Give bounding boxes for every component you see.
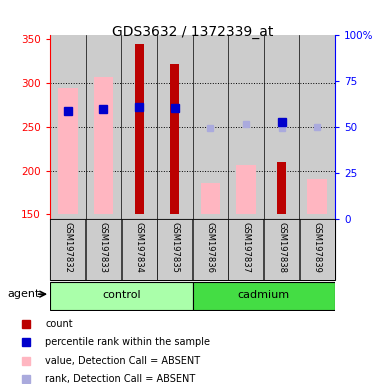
Text: count: count bbox=[45, 319, 73, 329]
Bar bbox=[201, 183, 220, 215]
Text: GSM197833: GSM197833 bbox=[99, 222, 108, 273]
Text: agent: agent bbox=[8, 289, 40, 299]
Bar bbox=[122, 220, 157, 280]
Bar bbox=[50, 35, 85, 219]
Bar bbox=[300, 35, 335, 219]
Bar bbox=[50, 220, 85, 280]
Bar bbox=[277, 162, 286, 215]
Bar bbox=[50, 282, 192, 310]
Bar bbox=[192, 282, 335, 310]
Bar bbox=[228, 35, 264, 219]
Bar bbox=[307, 179, 327, 215]
Bar bbox=[135, 44, 144, 215]
Bar bbox=[193, 220, 228, 280]
Bar bbox=[170, 63, 179, 215]
Bar bbox=[94, 77, 113, 215]
Bar bbox=[236, 166, 256, 215]
Bar bbox=[264, 220, 299, 280]
Bar bbox=[157, 35, 192, 219]
Bar bbox=[264, 35, 300, 219]
Bar bbox=[58, 88, 78, 215]
Text: GSM197832: GSM197832 bbox=[64, 222, 72, 273]
Text: GSM197837: GSM197837 bbox=[241, 222, 250, 273]
Text: GDS3632 / 1372339_at: GDS3632 / 1372339_at bbox=[112, 25, 273, 39]
Bar bbox=[192, 35, 228, 219]
Bar bbox=[85, 35, 121, 219]
Text: GSM197838: GSM197838 bbox=[277, 222, 286, 273]
Text: rank, Detection Call = ABSENT: rank, Detection Call = ABSENT bbox=[45, 374, 196, 384]
Text: cadmium: cadmium bbox=[238, 290, 290, 300]
Bar bbox=[228, 220, 263, 280]
Text: GSM197834: GSM197834 bbox=[135, 222, 144, 273]
Bar bbox=[157, 220, 192, 280]
Text: percentile rank within the sample: percentile rank within the sample bbox=[45, 338, 210, 348]
Text: value, Detection Call = ABSENT: value, Detection Call = ABSENT bbox=[45, 356, 200, 366]
Text: GSM197836: GSM197836 bbox=[206, 222, 215, 273]
Bar bbox=[86, 220, 121, 280]
Bar bbox=[300, 220, 335, 280]
Text: GSM197839: GSM197839 bbox=[313, 222, 321, 273]
Text: control: control bbox=[102, 290, 141, 300]
Bar bbox=[121, 35, 157, 219]
Text: GSM197835: GSM197835 bbox=[170, 222, 179, 273]
